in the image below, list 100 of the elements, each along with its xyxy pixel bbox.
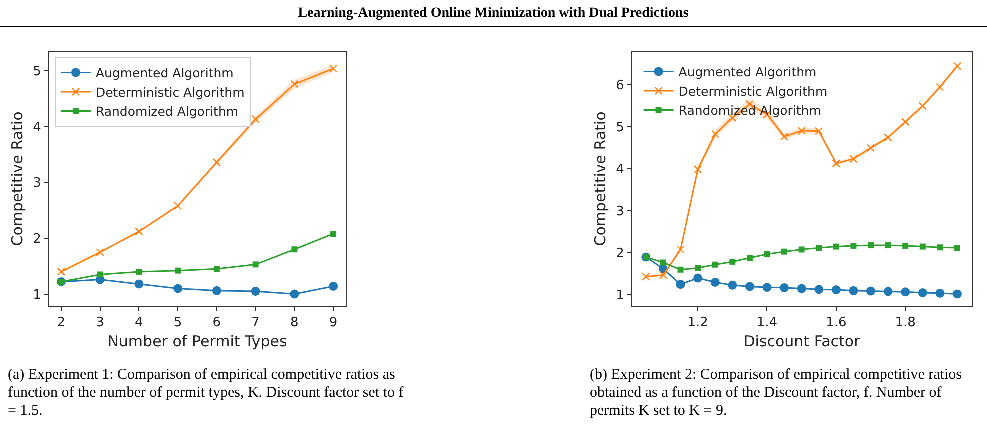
point [849,286,858,296]
y-tick-label: 6 [616,78,624,94]
point [252,262,259,268]
point [134,280,144,289]
point [780,283,790,292]
point [214,266,220,272]
point [936,288,945,298]
x-tick-label: 5 [174,316,182,331]
legend-label: Deterministic Algorithm [96,84,245,100]
x-tick-label: 1.4 [756,316,778,331]
point [901,118,910,126]
point [676,246,685,254]
point [954,245,960,252]
point [780,132,789,141]
point [746,255,753,262]
point [832,160,841,168]
point [694,274,703,283]
point [251,286,260,296]
x-tick-label: 7 [252,316,260,331]
point [936,83,944,92]
point [782,248,788,255]
point [694,165,702,174]
point [175,268,182,274]
x-axis-title: Discount Factor [744,332,862,351]
point [97,272,104,278]
point [902,242,909,249]
point [850,154,858,164]
point [710,278,720,287]
point [937,244,944,251]
x-tick-label: 6 [212,316,222,331]
point [815,127,824,136]
point [212,286,222,296]
point [798,126,806,136]
x-tick-label: 8 [290,316,299,331]
point [135,228,144,236]
y-tick-label: 5 [33,64,42,80]
point [292,246,298,253]
point [918,288,928,298]
y-tick-label: 5 [616,120,624,136]
point [884,134,892,142]
point [96,248,104,257]
text: Learning-Augmented Online Minimization with Dual Predictions [297,6,690,22]
legend-label: Deterministic Algorithm [678,84,828,99]
point [695,265,702,272]
x-tick-label: 3 [96,316,104,331]
point [816,245,822,252]
point [728,280,738,290]
point [764,251,770,258]
x-tick-label: 1.6 [826,316,847,331]
point [745,282,754,292]
text: (b) Experiment 2: Comparison of empirical competitive ratios obtained as a function of the Discount factor, f. Number of permits K set to K = 9. [590,366,963,420]
point [174,202,182,210]
point [797,284,806,294]
point [866,286,876,296]
point [866,144,876,152]
point [918,102,927,110]
x-tick-label: 2 [57,316,66,331]
point [136,268,142,275]
y-tick-label: 4 [616,162,624,178]
point [832,286,841,295]
point [330,230,337,237]
point [884,287,893,296]
point [814,285,824,294]
point [730,258,736,265]
point [676,280,686,290]
point [660,260,666,266]
x-axis-title: Number of Permit Types [108,332,288,351]
point [329,282,338,291]
y-axis-title: Competitive Ratio [591,112,610,246]
point [885,242,892,249]
y-axis-title: Competitive Ratio [8,112,26,246]
point [920,244,926,250]
point [659,271,668,280]
point [711,130,720,138]
point [290,290,300,299]
point [952,290,962,299]
x-tick-label: 1.8 [895,316,916,331]
legend-label: Augmented Algorithm [678,64,817,80]
y-tick-label: 3 [33,176,42,192]
x-tick-label: 4 [135,316,144,331]
point [798,246,805,253]
point [833,244,840,250]
legend-label: Augmented Algorithm [96,66,234,81]
y-tick-label: 1 [33,288,42,303]
point [212,158,222,167]
point [329,64,338,73]
y-tick-label: 3 [616,204,624,220]
x-tick-label: 1.2 [688,316,708,331]
y-tick-label: 2 [616,246,624,262]
point [762,283,772,292]
x-tick-label: 9 [329,316,338,331]
point [252,115,260,124]
point [850,242,857,249]
point [642,272,650,282]
point [868,242,874,249]
y-tick-label: 1 [616,288,624,304]
point [712,262,718,268]
legend-label: Randomized Algorithm [96,104,239,120]
y-tick-label: 4 [33,120,42,136]
point [290,80,299,88]
